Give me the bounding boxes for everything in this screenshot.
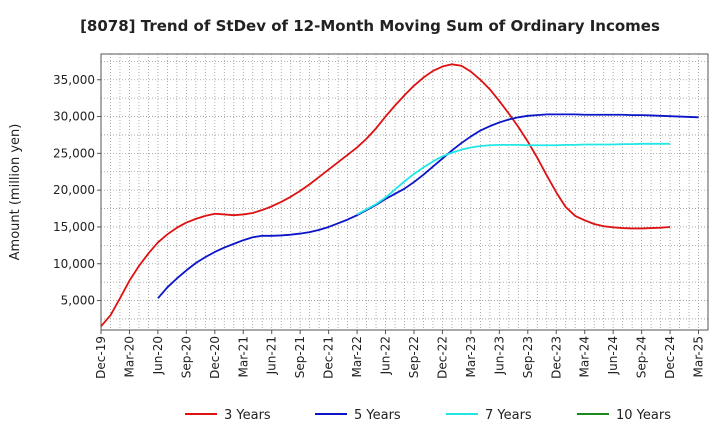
x-tick-label: Dec-22 xyxy=(435,336,449,379)
y-tick-label: 15,000 xyxy=(53,220,95,234)
y-tick-labels: 5,000 10,000 15,000 20,000 25,000 30,000 35,00… xyxy=(53,73,101,308)
legend-label: 10 Years xyxy=(616,408,671,423)
series-line-5-years xyxy=(157,113,699,299)
x-tick-label: Dec-23 xyxy=(549,336,563,379)
x-tick-label: Sep-22 xyxy=(407,336,421,378)
x-tick-label: Mar-22 xyxy=(350,336,364,377)
series-line-3-years xyxy=(100,63,671,327)
x-tick-label: Dec-21 xyxy=(322,336,336,379)
x-tick-label: Mar-23 xyxy=(464,336,478,377)
x-tick-label: Sep-20 xyxy=(179,336,193,378)
x-tick-label: Mar-21 xyxy=(236,336,250,377)
legend: 3 Years 5 Years 7 Years 10 Years xyxy=(185,408,671,423)
x-tick-label: Dec-20 xyxy=(208,336,222,379)
y-tick-label: 30,000 xyxy=(53,110,95,124)
x-tick-label: Jun-20 xyxy=(151,336,165,375)
y-axis-title: Amount (million yen) xyxy=(8,124,23,261)
x-tick-label: Mar-20 xyxy=(122,336,136,377)
y-tick-label: 10,000 xyxy=(53,257,95,271)
x-tick-label: Sep-23 xyxy=(521,336,535,378)
x-tick-label: Jun-24 xyxy=(606,336,620,375)
grid-lines xyxy=(101,54,708,330)
x-tick-label: Mar-25 xyxy=(692,336,706,377)
series-lines xyxy=(100,63,699,327)
plot-frame xyxy=(100,53,709,331)
y-tick-label: 35,000 xyxy=(53,73,95,87)
x-tick-label: Dec-24 xyxy=(663,336,677,379)
x-tick-label: Jun-23 xyxy=(492,336,506,375)
series-line-7-years xyxy=(356,142,671,216)
x-tick-labels: Dec-19 Mar-20 Jun-20 Sep-20 Dec-20 Mar-21 Jun-… xyxy=(94,330,706,379)
y-tick-label: 5,000 xyxy=(61,294,95,308)
x-tick-label: Jun-22 xyxy=(379,336,393,375)
legend-label: 7 Years xyxy=(485,408,532,423)
legend-label: 3 Years xyxy=(224,408,271,423)
x-tick-label: Mar-24 xyxy=(578,336,592,377)
x-tick-label: Sep-21 xyxy=(293,336,307,378)
chart-title: [8078] Trend of StDev of 12-Month Moving… xyxy=(80,17,660,35)
x-tick-label: Sep-24 xyxy=(635,336,649,378)
legend-label: 5 Years xyxy=(354,408,401,423)
x-tick-label: Jun-21 xyxy=(265,336,279,375)
y-tick-label: 20,000 xyxy=(53,183,95,197)
x-tick-label: Dec-19 xyxy=(94,336,108,379)
y-tick-label: 25,000 xyxy=(53,146,95,160)
